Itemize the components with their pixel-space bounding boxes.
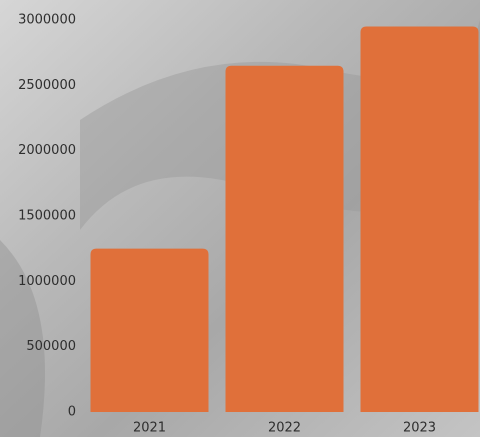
y-tick-label: 1500000 (18, 209, 76, 224)
bar (360, 26, 479, 413)
bar (225, 65, 344, 412)
y-tick-label: 500000 (26, 339, 76, 354)
y-tick-label: 0 (68, 405, 76, 420)
y-tick-label: 2000000 (18, 143, 76, 158)
bar (90, 248, 209, 412)
x-tick-label: 2022 (268, 421, 301, 436)
background-texture (0, 240, 45, 437)
x-tick-label: 2023 (403, 421, 436, 436)
y-tick-label: 3000000 (18, 13, 76, 28)
x-tick-label: 2021 (133, 421, 166, 436)
y-tick-label: 1000000 (18, 274, 76, 289)
y-tick-label: 2500000 (18, 78, 76, 93)
